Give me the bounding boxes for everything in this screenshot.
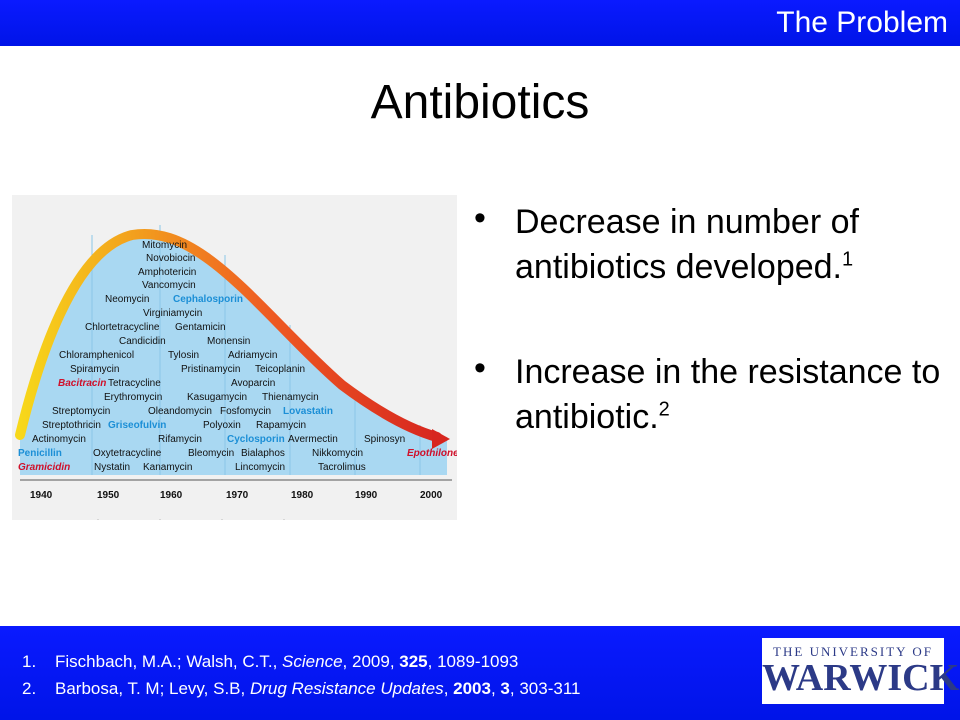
reference-item: 2. Barbosa, T. M; Levy, S.B, Drug Resista… [22, 675, 580, 702]
antibiotic-label: Kanamycin [143, 462, 192, 473]
year-tick-label: 1940 [30, 490, 53, 501]
antibiotic-label: Cyclosporin [227, 434, 285, 445]
antibiotic-label: Mitomycin [142, 240, 187, 251]
reference-pages: 1089-1093 [437, 652, 519, 671]
antibiotic-label: Avermectin [288, 434, 338, 445]
bullet-increase: • Increase in the resistance to antibiot… [468, 349, 948, 440]
antibiotic-label: Lovastatin [283, 406, 333, 417]
antibiotic-label: Oleandomycin [148, 406, 212, 417]
antibiotic-label: Actinomycin [32, 434, 86, 445]
antibiotic-label: Chloramphenicol [59, 350, 134, 361]
year-tick-label: 1960 [160, 490, 183, 501]
antibiotic-label: Candicidin [119, 336, 166, 347]
reference-journal: Science [282, 652, 343, 671]
antibiotic-label: Penicillin [18, 448, 62, 459]
reference-authors: Fischbach, M.A.; Walsh, C.T., [55, 652, 278, 671]
bullet-decrease: • Decrease in number of antibiotics deve… [468, 199, 948, 290]
antibiotic-label: Adriamycin [228, 350, 277, 361]
year-tick-label: 1990 [355, 490, 378, 501]
antibiotic-label: Pristinamycin [181, 364, 240, 375]
antibiotic-label: Fosfomycin [220, 406, 271, 417]
antibiotic-label: Kasugamycin [187, 392, 247, 403]
bullet-text: Decrease in number of antibiotics develo… [515, 203, 859, 286]
antibiotic-label: Rifamycin [158, 434, 202, 445]
antibiotic-label: Gentamicin [175, 322, 226, 333]
antibiotic-label: Thienamycin [262, 392, 319, 403]
year-tick-label: 1980 [291, 490, 314, 501]
reference-volume: 3 [500, 679, 510, 698]
antibiotic-label: Streptomycin [52, 406, 110, 417]
antibiotic-label: Neomycin [105, 294, 149, 305]
reference-volume: 325 [399, 652, 428, 671]
antibiotic-label: Oxytetracycline [93, 448, 162, 459]
antibiotic-label: Bacitracin [58, 378, 106, 389]
bullet-dot: • [474, 349, 486, 387]
antibiotic-label: Tetracycline [108, 378, 161, 389]
antibiotic-label: Novobiocin [146, 253, 195, 264]
antibiotic-label: Amphotericin [138, 267, 196, 278]
reference-item: 1. Fischbach, M.A.; Walsh, C.T., Science,… [22, 648, 580, 675]
logo-line-2: WARWICK [762, 657, 960, 699]
antibiotic-label: Nikkomycin [312, 448, 363, 459]
antibiotic-discovery-figure: 1940 1950 1960 1970 1980 1990 2000 Mitomycin No… [12, 195, 457, 520]
antibiotic-label: Monensin [207, 336, 250, 347]
year-tick-label: 2000 [420, 490, 443, 501]
antibiotic-label: Polyoxin [203, 420, 241, 431]
antibiotic-label: Tylosin [168, 350, 199, 361]
antibiotic-label: Erythromycin [104, 392, 162, 403]
antibiotic-label: Chlortetracycline [85, 322, 160, 333]
reference-journal: Drug Resistance Updates [249, 679, 444, 698]
bullet-list: • Decrease in number of antibiotics deve… [468, 199, 948, 440]
antibiotic-label: Bialaphos [241, 448, 285, 459]
antibiotic-label: Griseofulvin [108, 420, 166, 431]
reference-pages: 303-311 [519, 679, 581, 698]
antibiotic-label: Spiramycin [70, 364, 119, 375]
year-tick-label: 1950 [97, 490, 120, 501]
reference-authors: Barbosa, T. M; Levy, S.B, [55, 679, 246, 698]
logo-line-1: THE UNIVERSITY OF [773, 644, 933, 659]
citation-sup: 1 [842, 248, 854, 271]
antibiotic-label: Rapamycin [256, 420, 306, 431]
antibiotic-label: Avoparcin [231, 378, 275, 389]
antibiotic-label: Virginiamycin [143, 308, 202, 319]
year-tick-label: 1970 [226, 490, 249, 501]
antibiotic-label: Bleomycin [188, 448, 234, 459]
reference-year: 2009 [351, 652, 390, 671]
antibiotic-discovery-graphic: 1940 1950 1960 1970 1980 1990 2000 Mitomycin No… [15, 225, 457, 520]
reference-number: 2. [22, 679, 37, 698]
antibiotic-label: Nystatin [94, 462, 130, 473]
header-bar: The Problem [0, 0, 960, 46]
antibiotic-label: Streptothricin [42, 420, 101, 431]
references-list: 1. Fischbach, M.A.; Walsh, C.T., Science,… [22, 648, 580, 702]
bullet-dot: • [474, 199, 486, 237]
antibiotic-label: Spinosyn [364, 434, 405, 445]
antibiotic-label: Teicoplanin [255, 364, 305, 375]
antibiotic-label: Lincomycin [235, 462, 285, 473]
section-label: The Problem [776, 6, 948, 39]
antibiotic-label: Vancomycin [142, 280, 196, 291]
bullet-text: Increase in the resistance to antibiotic… [515, 353, 941, 436]
page-title: Antibiotics [370, 76, 590, 129]
reference-year: 2003 [453, 679, 491, 698]
antibiotic-label: Cephalosporin [173, 294, 243, 305]
university-logo: THE UNIVERSITY OF WARWICK [762, 638, 960, 704]
reference-number: 1. [22, 652, 37, 671]
antibiotic-label: Tacrolimus [318, 462, 366, 473]
antibiotic-label: Gramicidin [18, 462, 70, 473]
antibiotic-label: Epothilone [407, 448, 457, 459]
citation-sup: 2 [658, 398, 670, 421]
